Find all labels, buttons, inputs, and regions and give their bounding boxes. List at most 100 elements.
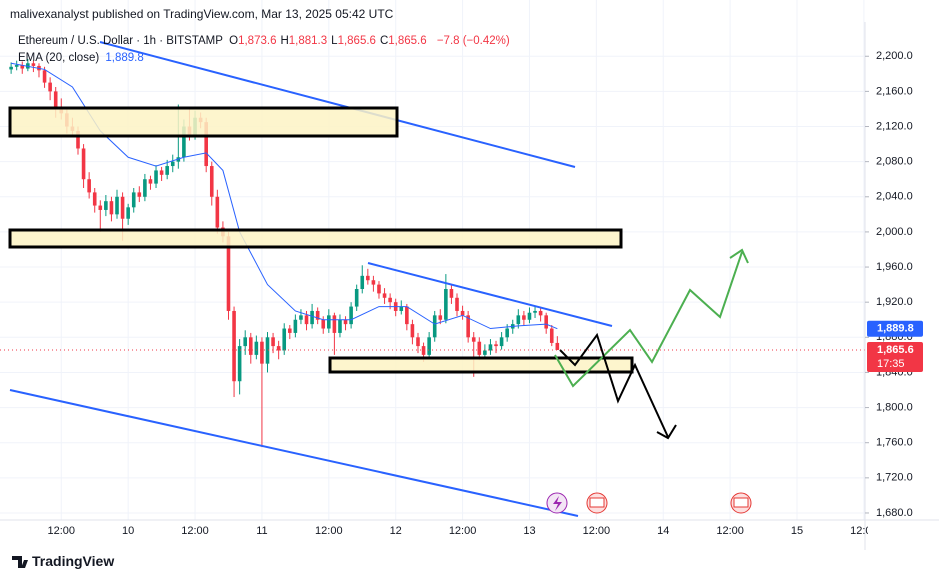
candle-body <box>276 346 281 351</box>
candle-body <box>282 328 287 351</box>
logo <box>12 556 28 568</box>
candle-body <box>20 65 25 69</box>
candle-body <box>154 170 158 184</box>
last-price-box <box>867 341 923 372</box>
publisher-line: malivexanalyst published on TradingView.… <box>10 7 394 21</box>
y-tick-label: 2,080.0 <box>876 156 913 168</box>
x-tick-label: 12:00 <box>48 525 76 537</box>
candle-body <box>477 341 482 355</box>
bearish-path <box>559 332 669 438</box>
candle-body <box>81 148 86 180</box>
candle-body <box>527 312 532 320</box>
x-tick-label: 15 <box>791 525 803 537</box>
candle-body <box>382 293 387 298</box>
x-tick-label: 12:00 <box>583 525 611 537</box>
x-tick-label: 12:00 <box>315 525 343 537</box>
candle-body <box>538 310 543 316</box>
candle-body <box>131 192 136 208</box>
candle-body <box>360 275 365 290</box>
candle-body <box>165 166 169 175</box>
candle-body <box>287 328 292 333</box>
trend-line <box>367 262 613 327</box>
candle-body <box>371 280 376 285</box>
ohlc-key: C <box>379 35 389 47</box>
candle-body <box>421 346 426 355</box>
candle-body <box>215 196 220 228</box>
candle-body <box>366 275 370 281</box>
drawings <box>8 41 752 517</box>
candle-body <box>48 82 52 92</box>
candle-body <box>226 236 231 311</box>
zone-box <box>8 228 623 249</box>
zone-box <box>328 356 634 374</box>
candle-body <box>248 337 253 355</box>
y-tick-label: 1,800.0 <box>876 401 913 413</box>
candle-body <box>9 66 13 70</box>
price-labels: 1,889.8 1,865.6 17:35 <box>867 320 923 372</box>
candle-body <box>170 161 175 167</box>
time-labels: 12:00 10 12:00 11 12:00 12 12:00 13 12:00 14 12:00… <box>48 525 878 537</box>
ohlc-value: 1,865.6 <box>337 35 376 47</box>
candle-body <box>449 289 454 298</box>
candle-body <box>243 337 248 347</box>
x-tick-label: 12:00 <box>850 525 878 537</box>
candle-body <box>76 130 80 149</box>
plot <box>0 58 865 448</box>
candle-body <box>494 344 498 347</box>
candle-body <box>260 341 264 364</box>
event-icon <box>553 496 562 511</box>
candle-body <box>321 319 326 329</box>
y-tick-label: 2,120.0 <box>876 120 913 132</box>
x-tick-label: 10 <box>122 525 134 537</box>
ema-name: EMA (20, close) <box>18 52 100 64</box>
candle-body <box>98 205 103 210</box>
candle-body <box>522 315 526 320</box>
candle-body <box>544 315 548 329</box>
candle-body <box>159 170 164 175</box>
candle-body <box>354 289 359 307</box>
candle-body <box>488 344 493 351</box>
candle-body <box>53 91 58 109</box>
candle-body <box>399 306 404 311</box>
candle-body <box>143 179 147 197</box>
bullish-path <box>554 251 743 388</box>
candle-body <box>349 306 353 325</box>
ema-price-label: 1,889.8 <box>877 323 914 335</box>
candle-body <box>533 310 537 313</box>
arrow-head <box>729 248 749 264</box>
ohlc-value: 1,873.6 <box>238 35 277 47</box>
candle-body <box>14 65 19 67</box>
candle-body <box>410 324 415 338</box>
candle-body <box>115 196 119 215</box>
y-tick-label: 2,000.0 <box>876 226 913 238</box>
candle-body <box>104 201 108 210</box>
candle-body <box>466 315 470 338</box>
arrow-head <box>656 424 677 440</box>
x-tick-label: 11 <box>256 525 267 537</box>
candle-body <box>271 337 275 347</box>
flag-icon <box>733 497 749 508</box>
candle-body <box>460 310 465 316</box>
ohlc-value: 1,865.6 <box>388 35 427 47</box>
candle-body <box>471 337 476 342</box>
candle-body <box>109 201 114 215</box>
y-tick-label: 1,680.0 <box>876 507 913 519</box>
ohlc-key: H <box>280 35 289 47</box>
grid <box>0 0 865 520</box>
ohlc-key: O <box>229 35 239 47</box>
candle-body <box>265 337 270 364</box>
legend-ema: EMA (20, close) 1,889.8 <box>18 52 147 64</box>
candle-body <box>555 342 560 350</box>
candle-body <box>505 328 509 338</box>
candle-body <box>92 192 97 206</box>
ema-price-box <box>867 320 923 337</box>
last-price-label: 1,865.6 <box>877 344 914 356</box>
candle-body <box>377 284 381 294</box>
candle-body <box>338 319 342 333</box>
y-tick-label: 2,040.0 <box>876 191 913 203</box>
candle-body <box>327 315 331 329</box>
candle-body <box>444 289 448 320</box>
legend-main: Ethereum / U.S. Dollar · 1h · BITSTAMP O… <box>18 35 513 47</box>
candle-body <box>516 315 521 325</box>
